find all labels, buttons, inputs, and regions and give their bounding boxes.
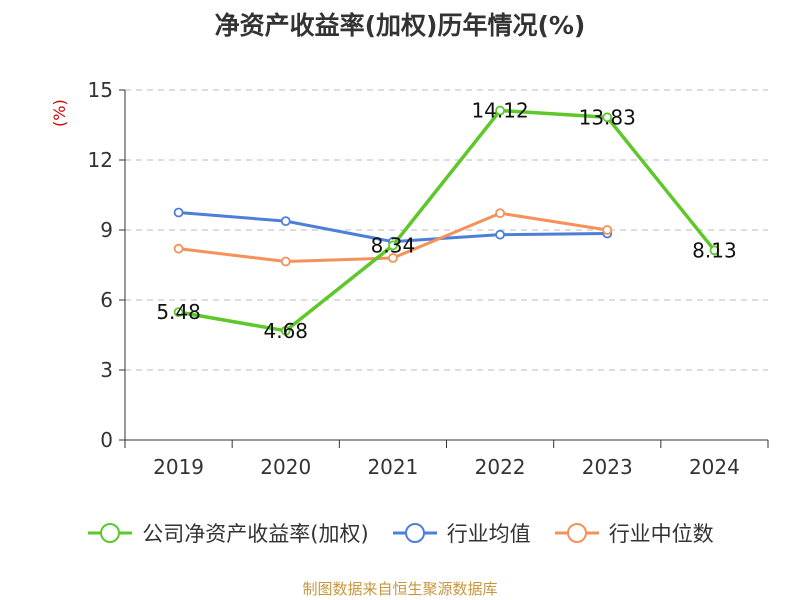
data-label: 4.68 bbox=[263, 319, 308, 343]
axes: 0 3 6 9 12 15 2019 2020 2021 2022 2023 2024 bbox=[88, 78, 769, 479]
data-label: 8.13 bbox=[692, 238, 737, 262]
y-tick-label: 6 bbox=[100, 288, 113, 312]
series-line bbox=[176, 108, 717, 333]
data-point bbox=[602, 112, 613, 123]
data-label: 13.83 bbox=[579, 105, 636, 129]
x-tick-label: 2021 bbox=[367, 455, 418, 479]
data-point bbox=[388, 240, 398, 251]
data-point bbox=[388, 253, 398, 263]
data-point bbox=[495, 229, 505, 240]
data-point bbox=[495, 105, 505, 116]
data-label: 8.34 bbox=[371, 233, 416, 257]
x-tick-label: 2019 bbox=[153, 455, 204, 479]
legend: 公司净资产收益率(加权) 行业均值 行业中位数 bbox=[0, 518, 800, 548]
legend-label: 公司净资产收益率(加权) bbox=[142, 522, 369, 546]
data-point bbox=[280, 256, 291, 267]
data-point bbox=[602, 225, 613, 235]
source-note: 制图数据来自恒生聚源数据库 bbox=[302, 580, 498, 598]
data-point bbox=[173, 307, 184, 318]
data-point bbox=[709, 245, 720, 256]
legend-item-industry-mean[interactable]: 行业均值 bbox=[391, 518, 531, 548]
y-tick-label: 15 bbox=[88, 78, 113, 102]
data-point bbox=[280, 216, 291, 227]
x-tick-label: 2024 bbox=[689, 455, 740, 479]
y-tick-label: 0 bbox=[100, 428, 113, 452]
data-label: 14.12 bbox=[471, 99, 528, 123]
data-point bbox=[173, 243, 184, 254]
data-point bbox=[280, 325, 291, 336]
y-tick-label: 9 bbox=[100, 218, 113, 242]
legend-item-industry-median[interactable]: 行业中位数 bbox=[553, 518, 714, 548]
series bbox=[173, 105, 720, 336]
legend-label: 行业均值 bbox=[446, 522, 531, 546]
legend-marker-icon bbox=[392, 523, 437, 543]
data-point bbox=[173, 207, 184, 218]
x-tick-label: 2020 bbox=[260, 455, 311, 479]
legend-marker-icon bbox=[554, 523, 599, 543]
gridlines bbox=[125, 89, 768, 371]
data-point bbox=[495, 208, 505, 219]
legend-marker-icon bbox=[88, 523, 133, 543]
data-label: 5.48 bbox=[156, 300, 201, 324]
data-labels: 5.48 4.68 8.34 14.12 13.83 8.13 bbox=[156, 99, 736, 343]
legend-label: 行业中位数 bbox=[608, 522, 714, 546]
y-tick-label: 12 bbox=[88, 148, 113, 172]
x-tick-label: 2022 bbox=[475, 455, 526, 479]
x-tick-label: 2023 bbox=[582, 455, 633, 479]
y-tick-label: 3 bbox=[100, 358, 113, 382]
chart-title: 净资产收益率(加权)历年情况(%) bbox=[214, 11, 586, 40]
legend-item-company-roe[interactable]: 公司净资产收益率(加权) bbox=[86, 518, 369, 548]
